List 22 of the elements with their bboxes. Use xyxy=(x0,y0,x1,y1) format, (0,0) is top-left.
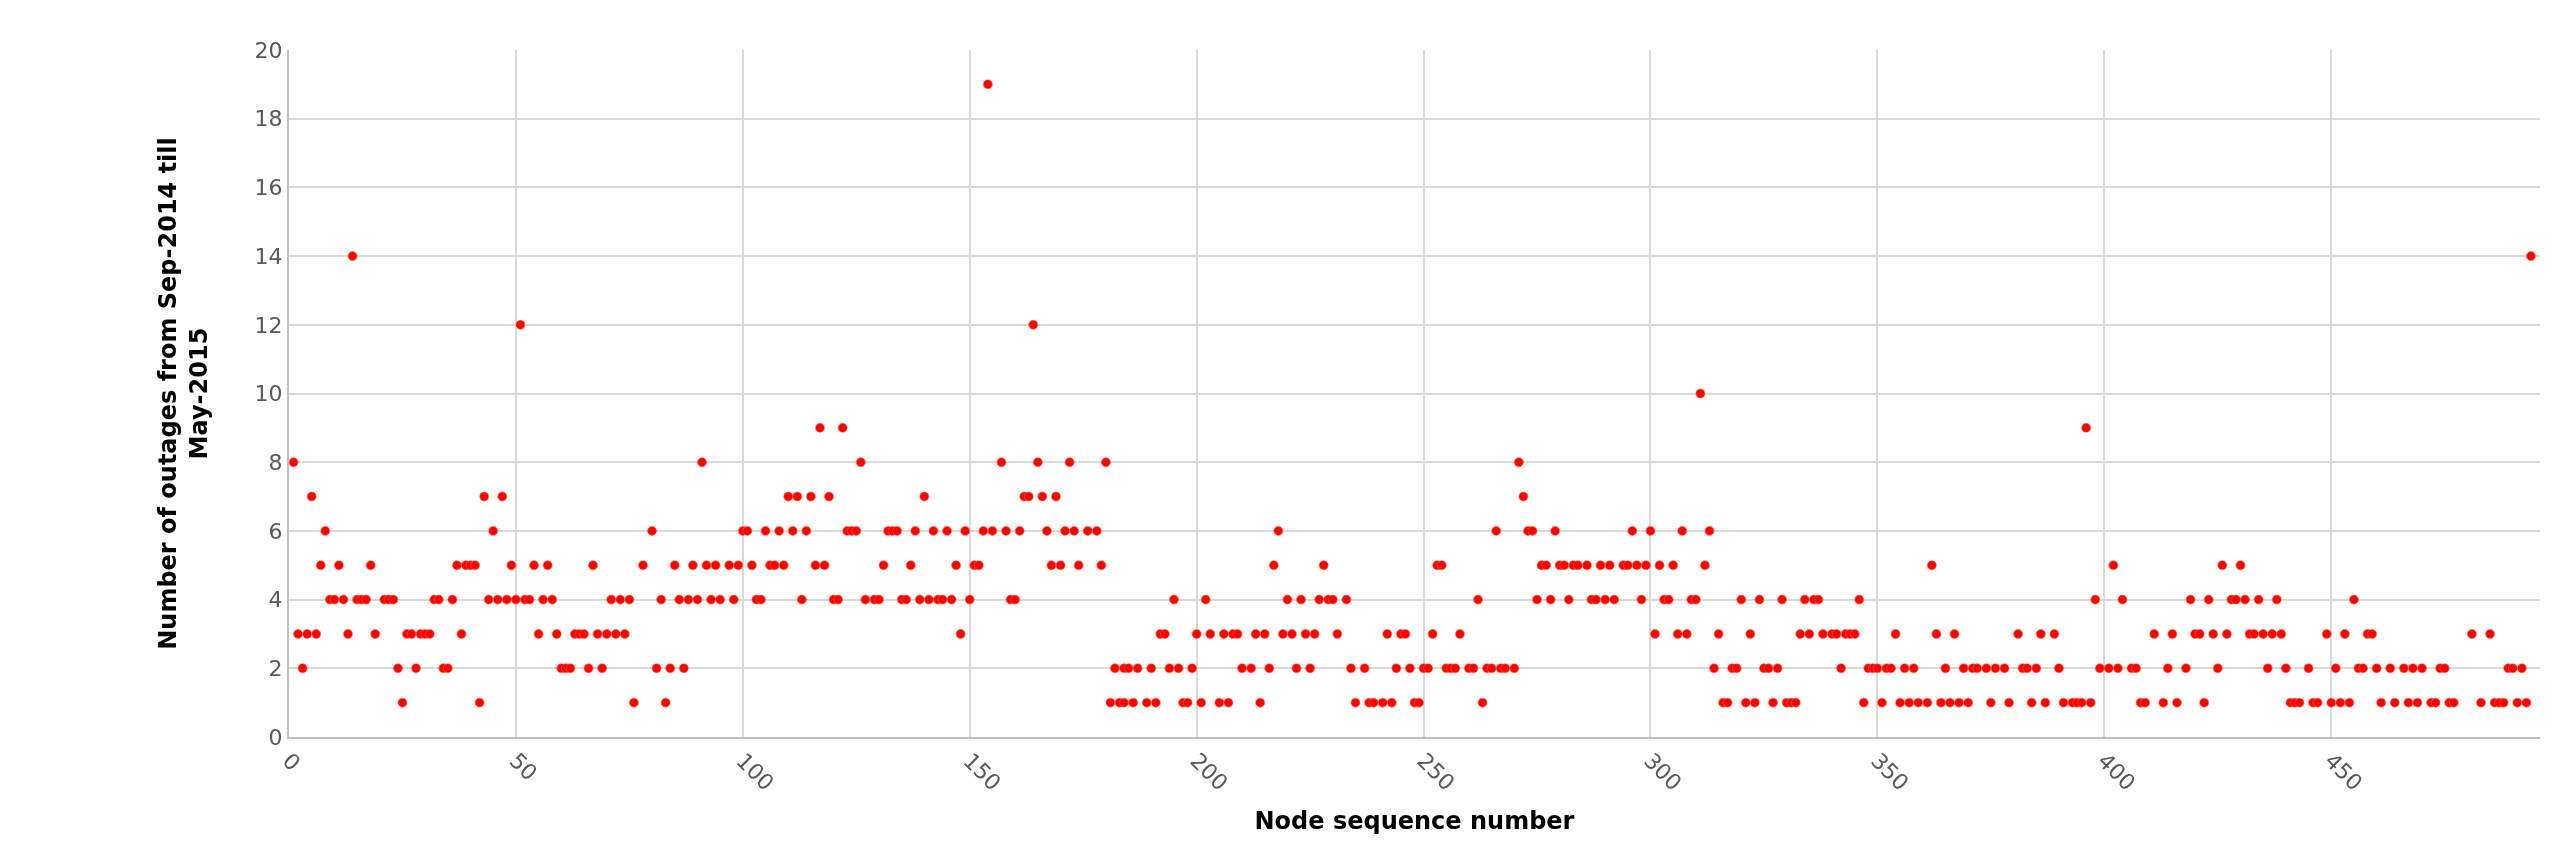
y-tick-label: 2 xyxy=(268,656,283,681)
x-axis-title: Node sequence number xyxy=(1254,807,1575,836)
x-tick-label: 150 xyxy=(958,748,1006,796)
y-tick-label: 10 xyxy=(254,381,283,407)
x-tick-label: 50 xyxy=(504,748,543,786)
y-tick-label: 6 xyxy=(268,518,283,544)
y-tick-label: 16 xyxy=(254,175,283,201)
y-axis-title: Number of outages from Sep-2014 till May-2015 xyxy=(154,137,214,650)
y-tick-label: 0 xyxy=(268,724,283,750)
y-tick-label: 4 xyxy=(268,587,283,613)
x-tick-label: 100 xyxy=(731,748,779,796)
x-tick-label: 400 xyxy=(2093,748,2141,796)
x-tick-label: 350 xyxy=(1866,748,1914,796)
x-tick-label: 300 xyxy=(1639,748,1687,796)
x-tick-label: 200 xyxy=(1185,748,1233,796)
x-tick-label: 250 xyxy=(1412,748,1460,796)
y-tick-label: 20 xyxy=(254,37,283,63)
y-tick-label: 18 xyxy=(254,106,283,132)
y-tick-label: 8 xyxy=(268,449,283,475)
y-tick-label: 12 xyxy=(254,312,283,338)
y-tick-label: 14 xyxy=(254,243,283,269)
x-tick-label: 450 xyxy=(2319,748,2368,796)
